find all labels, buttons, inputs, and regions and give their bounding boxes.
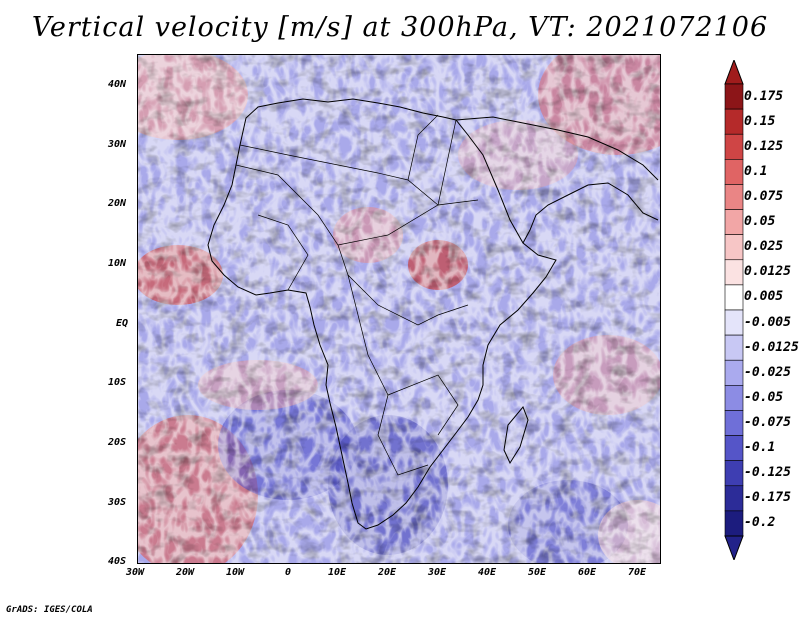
colorbar-swatch: [724, 510, 744, 537]
colorbar-swatch: [724, 83, 744, 110]
colorbar-level-label: 0.125: [744, 138, 784, 154]
lat-label: 40S: [108, 556, 127, 567]
velocity-field-map: [138, 55, 660, 563]
colorbar-level-label: -0.075: [744, 415, 791, 430]
colorbar-level-label: -0.125: [744, 465, 791, 481]
colorbar-level-label: -0.05: [744, 389, 784, 405]
lon-label: 30E: [428, 567, 447, 578]
colorbar-swatch: [724, 209, 744, 235]
lon-label: 20W: [176, 567, 195, 578]
colorbar-swatch: [724, 410, 744, 436]
colorbar-swatch: [724, 259, 744, 286]
colorbar-swatch: [724, 485, 744, 512]
colorbar-level-label: -0.175: [744, 490, 791, 506]
colorbar-level-label: -0.2: [744, 515, 776, 531]
colorbar-level-label: 0.1: [744, 163, 768, 179]
colorbar-swatch: [724, 133, 744, 160]
colorbar-level-label: -0.025: [744, 364, 791, 380]
colorbar-swatch: [724, 234, 744, 261]
lat-label: 20S: [108, 437, 127, 448]
colorbar-swatch: [724, 309, 744, 336]
colorbar-level-label: 0.025: [744, 239, 784, 255]
lat-label: 10N: [108, 258, 127, 269]
colorbar-swatch: [724, 435, 744, 461]
lat-label: 10S: [108, 377, 127, 388]
colorbar-swatch: [724, 284, 744, 311]
colorbar: [724, 58, 744, 564]
colorbar-swatch: [724, 184, 744, 210]
colorbar-level-label: 0.0125: [744, 264, 791, 280]
lon-label: 20E: [378, 567, 397, 578]
lat-label: 30S: [108, 497, 127, 508]
lat-label: 30N: [108, 139, 127, 150]
colorbar-swatch: [724, 334, 744, 361]
colorbar-level-label: -0.0125: [744, 339, 799, 355]
lat-label: 40N: [108, 79, 127, 90]
colorbar-swatch: [724, 460, 744, 487]
colorbar-level-label: 0.005: [744, 289, 784, 305]
colorbar-swatch: [724, 385, 744, 411]
chart-title: Vertical velocity [m/s] at 300hPa, VT: 2…: [31, 12, 769, 43]
credit-label: GrADS: IGES/COLA: [6, 605, 93, 615]
lat-label: EQ: [116, 318, 129, 329]
lon-label: 50E: [528, 567, 547, 578]
lon-label: 60E: [578, 567, 597, 578]
colorbar-level-label: 0.05: [744, 214, 776, 230]
colorbar-bottom-arrow: [724, 535, 744, 562]
colorbar-level-label: -0.1: [744, 440, 776, 456]
lon-label: 70E: [628, 567, 647, 578]
lat-label: 20N: [108, 198, 127, 209]
colorbar-top-arrow: [724, 58, 744, 85]
colorbar-level-label: -0.005: [744, 314, 791, 330]
lon-label: 10W: [226, 567, 245, 578]
lon-label: 10E: [328, 567, 347, 578]
colorbar-swatch: [724, 108, 744, 135]
colorbar-swatch: [724, 159, 744, 185]
colorbar-swatch: [724, 359, 744, 386]
lon-label: 30W: [126, 567, 145, 578]
colorbar-level-label: 0.075: [744, 189, 784, 204]
lon-label: 40E: [478, 567, 497, 578]
colorbar-level-label: 0.15: [744, 113, 776, 129]
map-panel: [137, 54, 661, 564]
colorbar-level-label: 0.175: [744, 88, 784, 104]
lon-label: 0: [285, 567, 292, 578]
africa-coastline: [207, 98, 659, 530]
colorbar-swatches: [724, 58, 744, 562]
